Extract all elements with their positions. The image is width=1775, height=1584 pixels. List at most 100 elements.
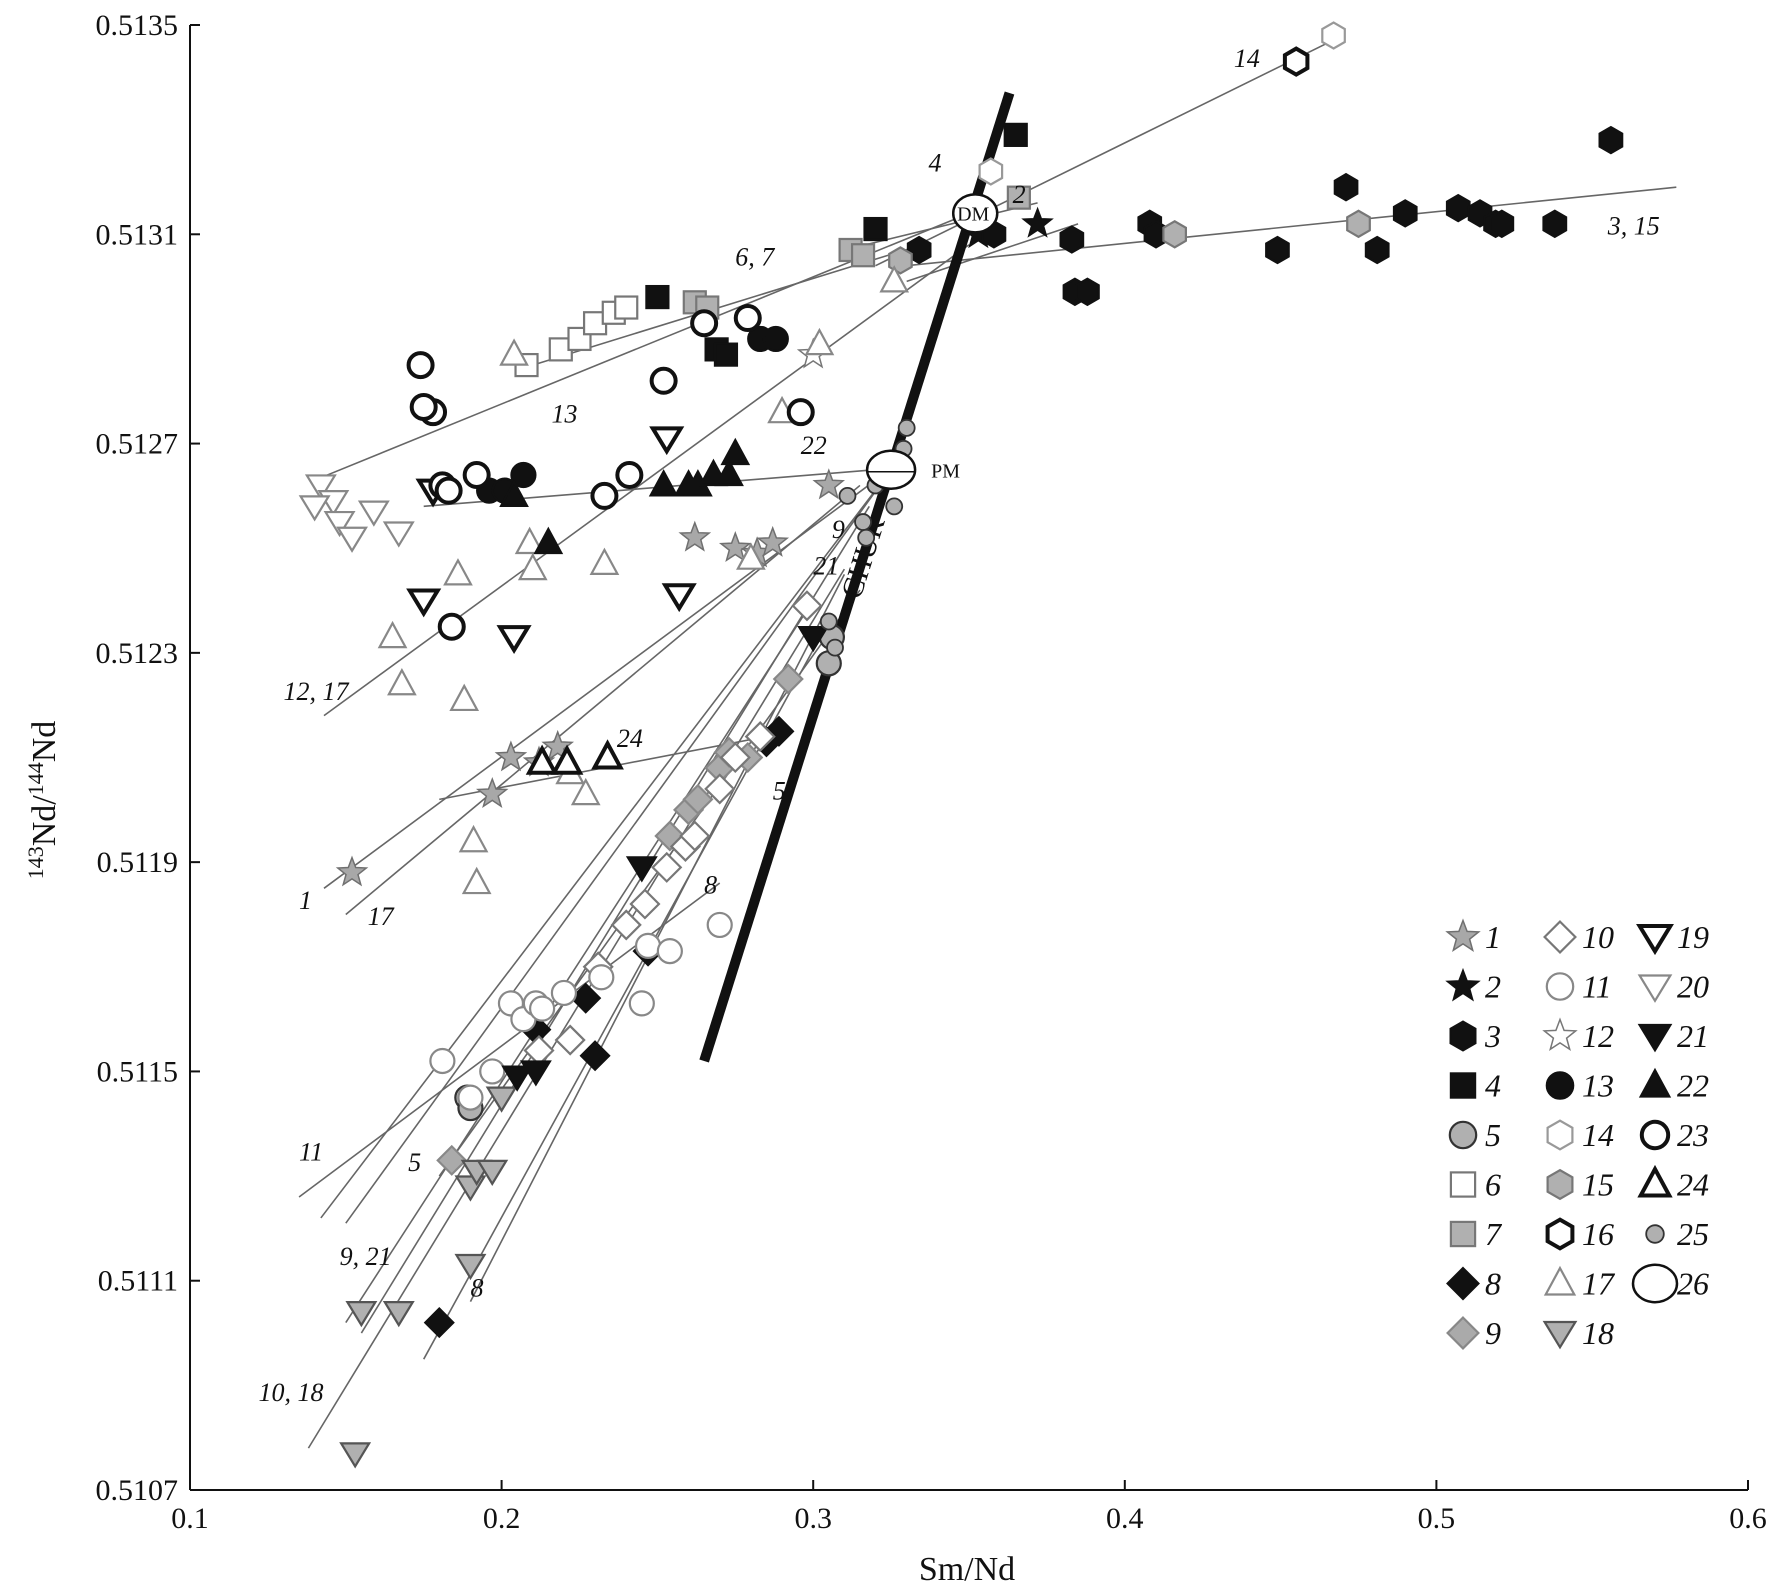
data-point-series-4 <box>713 342 739 367</box>
legend-label-3: 3 <box>1484 1018 1501 1054</box>
data-point-series-21 <box>501 1065 534 1092</box>
legend-marker-23 <box>1639 1119 1671 1151</box>
trend-line <box>844 202 1038 251</box>
x-tick-label: 0.4 <box>1106 1502 1144 1535</box>
trend-line <box>323 244 970 717</box>
reference-label-pm: PM <box>931 461 960 483</box>
trend-line-label: 11 <box>299 1137 323 1166</box>
y-tick-label: 0.5119 <box>97 846 178 879</box>
legend-label-16: 16 <box>1582 1216 1614 1252</box>
data-point-series-24 <box>550 744 584 775</box>
legend-marker-3 <box>1449 1020 1477 1052</box>
data-point-series-11 <box>628 990 655 1017</box>
trend-line <box>360 505 870 1334</box>
reference-label-dm: DM <box>957 203 989 225</box>
legend-marker-25 <box>1645 1224 1665 1244</box>
data-point-series-23 <box>462 460 491 489</box>
data-point-series-10 <box>791 590 823 622</box>
data-point-series-1 <box>756 525 790 557</box>
reference-point-dm <box>951 193 999 234</box>
data-point-series-20 <box>298 495 331 522</box>
data-point-series-22 <box>648 469 679 497</box>
legend-marker-18 <box>1542 1320 1578 1350</box>
data-point-series-11 <box>588 964 615 991</box>
x-tick-label: 0.2 <box>483 1502 521 1535</box>
data-point-series-8 <box>423 1307 455 1339</box>
legend-marker-6 <box>1449 1171 1477 1198</box>
x-tick-label: 0.6 <box>1729 1502 1767 1535</box>
data-point-series-25 <box>897 418 916 437</box>
data-point-series-21 <box>797 626 830 653</box>
data-point-series-23 <box>437 612 466 641</box>
trend-line <box>875 34 1344 267</box>
data-point-series-4 <box>645 284 670 310</box>
trend-line-label: 9 <box>832 515 845 544</box>
data-point-series-11 <box>706 911 733 939</box>
legend-label-25: 25 <box>1677 1216 1709 1252</box>
y-tick-label: 0.5115 <box>97 1055 178 1088</box>
data-point-series-23 <box>733 304 762 332</box>
data-point-series-10 <box>679 820 711 852</box>
data-point-series-22 <box>720 437 751 466</box>
legend-label-14: 14 <box>1582 1117 1614 1153</box>
trend-line-label: 3, 15 <box>1607 211 1660 240</box>
data-point-series-10 <box>651 851 683 883</box>
data-point-series-3 <box>1333 172 1359 202</box>
y-tick-label: 0.5123 <box>96 637 179 670</box>
legend-label-15: 15 <box>1582 1167 1614 1203</box>
data-point-series-13 <box>510 461 537 489</box>
legend-label-23: 23 <box>1677 1117 1709 1153</box>
data-point-series-17 <box>387 667 417 696</box>
data-point-series-20 <box>336 526 368 553</box>
data-point-series-23 <box>649 366 678 395</box>
data-point-series-20 <box>323 510 356 538</box>
data-point-series-2 <box>1021 206 1054 238</box>
data-point-series-13 <box>762 325 789 353</box>
data-point-series-25 <box>885 497 904 516</box>
legend-label-8: 8 <box>1485 1266 1501 1302</box>
data-point-series-25 <box>854 513 872 531</box>
data-point-series-11 <box>457 1084 484 1111</box>
legend-label-21: 21 <box>1677 1018 1709 1054</box>
data-point-series-11 <box>550 979 578 1007</box>
data-point-series-1 <box>335 855 369 887</box>
legend-marker-10 <box>1543 920 1577 954</box>
legend-label-13: 13 <box>1582 1068 1614 1104</box>
trend-line-label: 8 <box>470 1273 483 1302</box>
legend-marker-13 <box>1545 1071 1575 1100</box>
y-tick-label: 0.5111 <box>98 1265 178 1298</box>
trend-line <box>906 186 1677 267</box>
legend-label-10: 10 <box>1582 919 1614 955</box>
data-point-series-23 <box>434 476 463 505</box>
x-tick-label: 0.1 <box>171 1502 209 1535</box>
y-axis-mid: Nd/ <box>26 795 63 847</box>
x-tick-label: 0.5 <box>1418 1502 1456 1535</box>
trend-line-label: 4 <box>928 149 941 178</box>
trend-line-label: 6, 7 <box>735 243 775 272</box>
trend-line-label: 5 <box>773 776 786 805</box>
legend-marker-2 <box>1445 967 1481 1002</box>
data-point-series-3 <box>1364 235 1390 265</box>
data-point-series-10 <box>629 888 661 920</box>
trend-line-label: 12, 17 <box>283 677 349 706</box>
data-point-series-8 <box>579 1040 611 1072</box>
trend-line-label: 9, 21 <box>340 1242 392 1271</box>
legend-marker-21 <box>1637 1023 1673 1053</box>
legend-marker-16 <box>1545 1217 1575 1251</box>
data-point-series-24 <box>525 744 559 775</box>
legend-label-4: 4 <box>1485 1068 1501 1104</box>
legend-label-24: 24 <box>1677 1167 1709 1203</box>
data-point-series-24 <box>591 739 624 770</box>
chur-line <box>699 91 1015 1063</box>
data-point-series-3 <box>1265 235 1290 265</box>
data-points <box>298 21 1624 1469</box>
trend-line-label: 22 <box>801 431 827 460</box>
trend-line <box>345 484 861 916</box>
data-point-series-17 <box>804 327 835 356</box>
data-point-series-20 <box>304 474 337 501</box>
data-point-series-1 <box>678 520 712 552</box>
trend-line-label: 8 <box>704 871 717 900</box>
legend-label-9: 9 <box>1485 1315 1501 1351</box>
data-point-series-10 <box>610 909 642 941</box>
